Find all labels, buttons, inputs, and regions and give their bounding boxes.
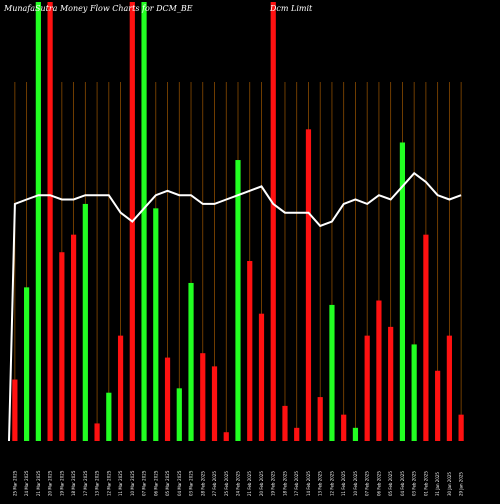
x-tick-label: 11 Feb 2025 [341,471,346,496]
bar [435,370,441,441]
x-tick-label: 13 Feb 2025 [318,471,323,496]
bar [188,282,194,441]
x-tick-label: 07 Feb 2025 [365,471,370,496]
bar [376,300,382,441]
bar [329,304,335,441]
x-tick-label: 03 Mar 2025 [189,470,194,496]
x-tick-label: 10 Feb 2025 [353,471,358,496]
bar [176,388,182,441]
bar [458,414,464,441]
x-tick-label: 10 Mar 2025 [130,470,135,496]
bar [223,432,229,441]
bar [364,335,370,441]
bar [294,427,300,441]
bar [423,234,429,441]
x-tick-label: 05 Mar 2025 [165,470,170,496]
x-tick-label: 28 Feb 2025 [200,471,205,496]
bar [35,2,41,441]
bar [388,326,394,441]
x-tick-label: 30 Jan 2025 [447,472,452,496]
bar [47,2,53,441]
chart-subtitle: Dcm Limit [269,4,313,13]
x-tick-label: 14 Feb 2025 [306,471,311,496]
x-tick-label: 12 Mar 2025 [106,470,111,496]
x-tick-label: 11 Mar 2025 [118,470,123,496]
bar [411,344,417,441]
x-tick-label: 21 Mar 2025 [36,470,41,496]
bar [258,313,265,441]
price-line [8,171,462,442]
x-tick-label: 18 Mar 2025 [71,470,76,496]
x-tick-label: 13 Mar 2025 [95,470,100,496]
x-tick-label: 31 Jan 2025 [435,472,440,496]
x-tick-label: 17 Feb 2025 [294,471,299,496]
x-tick-label: 04 Mar 2025 [177,470,182,496]
bar [94,423,100,441]
bar [82,203,88,441]
x-tick-label: 29 Jan 2025 [459,472,464,496]
bar [106,392,112,441]
bar [352,427,359,441]
x-tick-label: 24 Feb 2025 [236,471,241,496]
bar [164,357,171,441]
x-tick-label: 06 Feb 2025 [376,471,381,496]
bar [247,261,253,441]
chart-title: MunafaSutra Money Flow Charts for DCM_BE [3,4,193,13]
bar [200,353,206,441]
bar [153,208,159,441]
x-tick-label: 03 Feb 2025 [412,471,417,496]
x-tick-label: 25 Feb 2025 [224,471,229,496]
x-tick-label: 17 Mar 2025 [83,470,88,496]
bar [211,366,218,441]
bar [305,129,312,441]
bar [446,335,452,441]
x-tick-label: 25 Mar 2025 [12,470,17,496]
bar [24,287,30,441]
x-tick-label: 04 Feb 2025 [400,471,405,496]
x-tick-label: 06 Mar 2025 [153,470,158,496]
x-tick-label: 19 Feb 2025 [271,471,276,496]
x-tick-label: 19 Mar 2025 [59,470,64,496]
x-tick-label: 05 Feb 2025 [388,471,393,496]
bar [282,405,288,441]
x-tick-label: 24 Mar 2025 [24,470,29,496]
bar [341,414,347,441]
x-tick-label: 18 Feb 2025 [282,471,287,496]
x-tick-label: 20 Feb 2025 [259,471,264,496]
bar [117,335,124,441]
bar [70,234,77,441]
bar [59,252,65,441]
x-tick-label: 20 Mar 2025 [48,470,53,496]
x-tick-label: 21 Feb 2025 [247,471,252,496]
bar [12,379,18,441]
bar [399,142,406,442]
price-line-layer [8,171,462,442]
bar [235,160,241,442]
x-tick-label: 01 Feb 2025 [423,471,428,496]
bar [141,2,147,441]
bar [317,397,323,441]
x-tick-label: 27 Feb 2025 [212,471,217,496]
bar [270,2,276,441]
x-tick-labels: 25 Mar 2025 24 Mar 2025 21 Mar 2025 20 Mar … [12,470,463,496]
x-tick-label: 07 Mar 2025 [142,470,147,496]
x-tick-label: 12 Feb 2025 [329,471,334,496]
